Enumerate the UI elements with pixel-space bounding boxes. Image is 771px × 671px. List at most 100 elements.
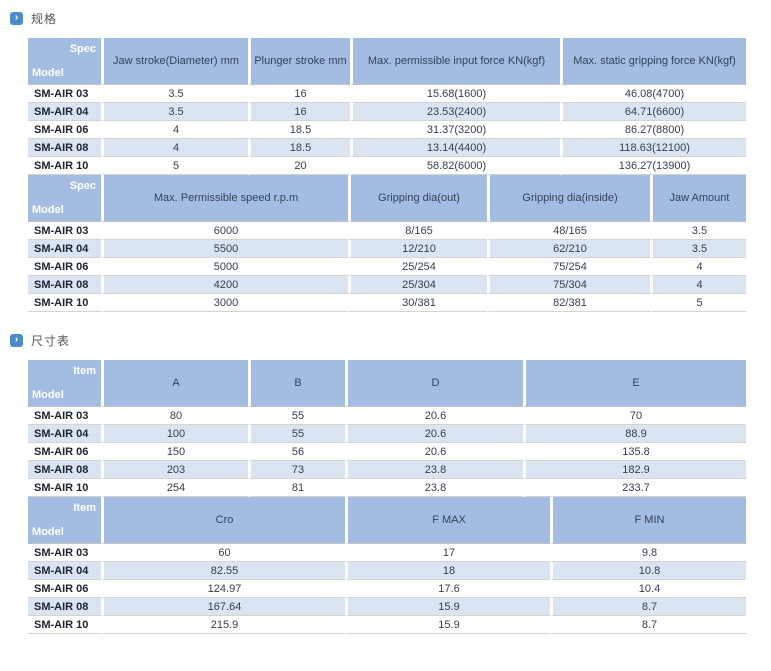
table-row: SM-AIR 04 3.5 16 23.53(2400) 64.71(6600) [28,103,746,121]
value-cell: 8.7 [550,598,746,616]
value-cell: 8/165 [348,222,487,240]
table-row: SM-AIR 03 80 55 20.6 70 [28,407,746,425]
value-cell: 23.8 [345,461,523,479]
table-row: SM-AIR 04 82.55 18 10.8 [28,562,746,580]
table-row: SM-AIR 10 3000 30/381 82/381 5 [28,294,746,312]
model-cell: SM-AIR 04 [28,425,101,443]
value-cell: 150 [101,443,248,461]
value-cell: 5500 [101,240,348,258]
value-cell: 75/304 [487,276,650,294]
model-cell: SM-AIR 03 [28,85,101,103]
value-cell: 55 [248,425,345,443]
table-row: SM-AIR 03 3.5 16 15.68(1600) 46.08(4700) [28,85,746,103]
model-cell: SM-AIR 04 [28,103,101,121]
value-cell: 17 [345,544,550,562]
table-row: SM-AIR 03 6000 8/165 48/165 3.5 [28,222,746,240]
value-cell: 20.6 [345,443,523,461]
value-cell: 182.9 [523,461,746,479]
corner-bottom-label: Model [32,526,64,538]
value-cell: 124.97 [101,580,345,598]
value-cell: 18.5 [248,121,350,139]
column-header-cell: D [345,360,523,407]
value-cell: 31.37(3200) [350,121,560,139]
column-header-cell: Plunger stroke mm [248,38,350,85]
value-cell: 3.5 [650,240,746,258]
value-cell: 3.5 [101,85,248,103]
value-cell: 4 [101,139,248,157]
value-cell: 20.6 [345,425,523,443]
value-cell: 118.63(12100) [560,139,746,157]
model-cell: SM-AIR 10 [28,157,101,175]
value-cell: 4200 [101,276,348,294]
table-row: SM-AIR 10 5 20 58.82(6000) 136.27(13900) [28,157,746,175]
data-table: Item Model A B D E SM-AIR 03 80 55 20.6 70 SM-AIR 0… [28,360,746,497]
value-cell: 20 [248,157,350,175]
value-cell: 18 [345,562,550,580]
corner-bottom-label: Model [32,204,64,216]
value-cell: 15.9 [345,616,550,634]
value-cell: 62/210 [487,240,650,258]
column-header-cell: Max. static gripping force KN(kgf) [560,38,746,85]
value-cell: 64.71(6600) [560,103,746,121]
table-row: SM-AIR 10 215.9 15.9 8.7 [28,616,746,634]
corner-top-label: Item [73,365,96,377]
value-cell: 215.9 [101,616,345,634]
section-specs: › 规格 Spec Model Jaw stroke(Diameter) mm Plu… [0,0,771,312]
section-title: 规格 [31,12,58,26]
column-header-cell: F MIN [550,497,746,544]
value-cell: 4 [650,276,746,294]
chevron-right-icon: › [10,12,23,25]
table-header-row: Item Model A B D E [28,360,746,407]
model-cell: SM-AIR 08 [28,461,101,479]
table-header-row: Spec Model Jaw stroke(Diameter) mm Plunger … [28,38,746,85]
model-cell: SM-AIR 06 [28,121,101,139]
corner-header-cell: Item Model [28,360,101,407]
column-header-cell: Cro [101,497,345,544]
value-cell: 12/210 [348,240,487,258]
value-cell: 46.08(4700) [560,85,746,103]
dimension-abde-table: Item Model A B D E SM-AIR 03 80 55 20.6 70 SM-AIR 0… [28,360,746,497]
value-cell: 167.64 [101,598,345,616]
value-cell: 135.8 [523,443,746,461]
corner-header-cell: Spec Model [28,175,101,222]
value-cell: 13.14(4400) [350,139,560,157]
model-cell: SM-AIR 10 [28,294,101,312]
value-cell: 203 [101,461,248,479]
corner-top-label: Item [73,502,96,514]
table-row: SM-AIR 06 4 18.5 31.37(3200) 86.27(8800) [28,121,746,139]
value-cell: 80 [101,407,248,425]
model-cell: SM-AIR 04 [28,562,101,580]
table-row: SM-AIR 06 150 56 20.6 135.8 [28,443,746,461]
model-cell: SM-AIR 10 [28,616,101,634]
table-header-row: Spec Model Max. Permissible speed r.p.m Gri… [28,175,746,222]
value-cell: 8.7 [550,616,746,634]
corner-header-cell: Spec Model [28,38,101,85]
value-cell: 86.27(8800) [560,121,746,139]
table-row: SM-AIR 04 5500 12/210 62/210 3.5 [28,240,746,258]
column-header-cell: Gripping dia(inside) [487,175,650,222]
value-cell: 4 [650,258,746,276]
spec-force-table: Spec Model Jaw stroke(Diameter) mm Plunger … [28,38,746,175]
value-cell: 30/381 [348,294,487,312]
value-cell: 233.7 [523,479,746,497]
value-cell: 5 [650,294,746,312]
value-cell: 16 [248,103,350,121]
column-header-cell: Jaw Amount [650,175,746,222]
model-cell: SM-AIR 06 [28,443,101,461]
value-cell: 100 [101,425,248,443]
column-header-cell: A [101,360,248,407]
value-cell: 17.6 [345,580,550,598]
column-header-cell: E [523,360,746,407]
value-cell: 5 [101,157,248,175]
column-header-cell: F MAX [345,497,550,544]
corner-top-label: Spec [69,43,96,55]
model-cell: SM-AIR 04 [28,240,101,258]
table-row: SM-AIR 08 167.64 15.9 8.7 [28,598,746,616]
value-cell: 18.5 [248,139,350,157]
column-header-cell: Max. permissible input force KN(kgf) [350,38,560,85]
value-cell: 82/381 [487,294,650,312]
corner-header-cell: Item Model [28,497,101,544]
value-cell: 15.68(1600) [350,85,560,103]
data-table: Spec Model Jaw stroke(Diameter) mm Plunger … [28,38,746,175]
